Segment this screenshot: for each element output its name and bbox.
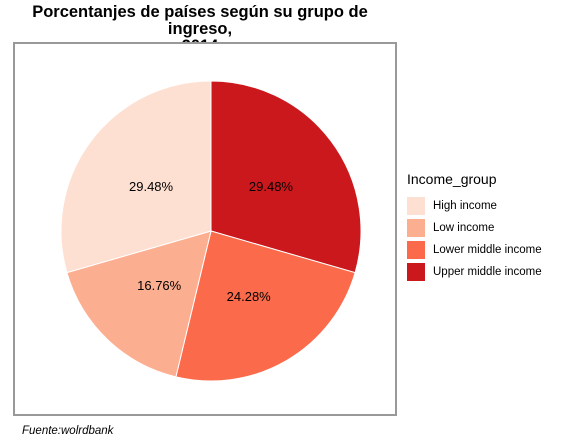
legend-item-high-income: High income <box>407 195 542 217</box>
legend-item-lower-middle-income: Lower middle income <box>407 239 542 261</box>
slice-label-lower-middle-income: 24.28% <box>227 289 272 304</box>
legend-label: Upper middle income <box>433 266 542 278</box>
legend-label: Low income <box>433 222 495 234</box>
slice-label-low-income: 16.76% <box>137 278 182 293</box>
legend-item-upper-middle-income: Upper middle income <box>407 261 542 283</box>
legend-key-high-income <box>407 197 425 215</box>
chart-title-line-1: Porcentanjes de países según su grupo de… <box>32 3 368 38</box>
legend-label: Lower middle income <box>433 244 542 256</box>
legend-key-upper-middle-income <box>407 263 425 281</box>
pie-slice-high-income <box>60 80 212 274</box>
legend-key-lower-middle-income <box>407 241 425 259</box>
pie-slice-upper-middle-income <box>210 80 362 274</box>
pie-slice-lower-middle-income <box>175 230 356 382</box>
legend-key-low-income <box>407 219 425 237</box>
legend-title: Income_group <box>407 171 497 187</box>
legend-item-low-income: Low income <box>407 217 542 239</box>
pie-slice-low-income <box>66 230 212 378</box>
legend: Income_group High income Low income Lowe… <box>407 171 542 283</box>
legend-label: High income <box>433 200 497 212</box>
slice-label-upper-middle-income: 29.48% <box>249 179 294 194</box>
source-caption: Fuente:wolrdbank <box>22 425 114 437</box>
slice-label-high-income: 29.48% <box>129 179 174 194</box>
